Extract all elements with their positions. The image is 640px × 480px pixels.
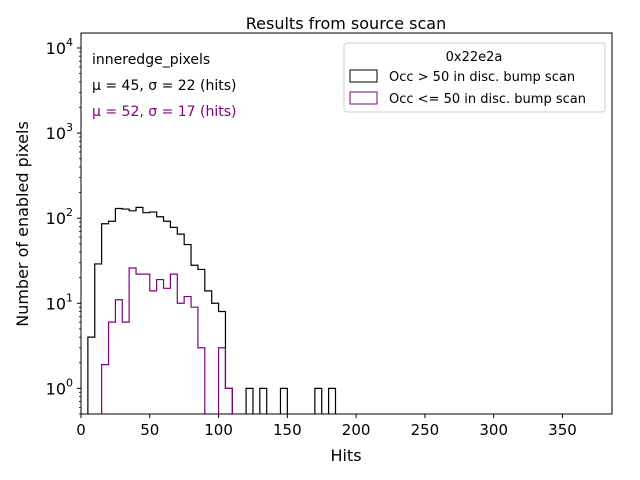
histogram-bin-series-1-bin-2 bbox=[115, 300, 122, 414]
y-tick-label: 101 bbox=[46, 291, 73, 313]
x-tick-label: 350 bbox=[548, 421, 577, 439]
histogram-outline-series-0-run-0 bbox=[87, 206, 233, 414]
histogram-bin-series-1-bin-0 bbox=[102, 365, 109, 414]
histogram-bin-series-0-bin-17 bbox=[205, 291, 212, 414]
histogram-outline-series-1-run-0 bbox=[101, 267, 206, 414]
histogram-bin-series-0-bin-1 bbox=[95, 264, 102, 414]
histogram-bin-series-0-bin-24 bbox=[315, 388, 322, 414]
y-axis-ticks: 100 101 102 103 104 bbox=[46, 36, 81, 415]
x-tick-label: 150 bbox=[273, 421, 302, 439]
x-axis-label: Hits bbox=[330, 446, 361, 465]
x-tick-label: 200 bbox=[342, 421, 371, 439]
y-tick-label: 104 bbox=[46, 36, 73, 58]
histogram-bin-series-1-bin-15 bbox=[219, 348, 226, 414]
histogram-bin-series-1-bin-5 bbox=[136, 274, 143, 414]
histogram-outline-series-0-run-4 bbox=[314, 387, 323, 414]
x-tick-label: 250 bbox=[411, 421, 440, 439]
stats-annotations: inneredge_pixels μ = 45, σ = 22 (hits) μ… bbox=[92, 52, 237, 120]
histogram-outline-series-0-run-5 bbox=[328, 387, 337, 414]
histogram-bin-series-1-bin-4 bbox=[129, 268, 136, 414]
legend-label-high-occ: Occ > 50 in disc. bump scan bbox=[389, 70, 575, 85]
histogram-bin-series-1-bin-13 bbox=[191, 307, 198, 414]
plot-frame bbox=[80, 32, 613, 415]
histogram-bin-series-1-bin-14 bbox=[198, 348, 205, 414]
annotation-dataset: inneredge_pixels bbox=[92, 52, 210, 68]
legend: 0x22e2a Occ > 50 in disc. bump scan Occ … bbox=[343, 42, 606, 113]
legend-label-low-occ: Occ <= 50 in disc. bump scan bbox=[389, 92, 586, 107]
annotation-stats-high-occ: μ = 45, σ = 22 (hits) bbox=[92, 78, 237, 94]
legend-swatch-low-occ bbox=[349, 91, 378, 105]
histogram-series-layer bbox=[87, 206, 337, 414]
histogram-bin-series-1-bin-8 bbox=[157, 280, 164, 414]
histogram-bin-series-1-bin-9 bbox=[164, 288, 171, 414]
legend-swatch-high-occ bbox=[349, 69, 378, 83]
x-tick-label: 300 bbox=[479, 421, 508, 439]
histogram-outline-series-1-run-1 bbox=[217, 347, 233, 414]
histogram-bin-series-0-bin-25 bbox=[329, 388, 336, 414]
histogram-outline-series-0-run-3 bbox=[279, 387, 288, 414]
chart-title: Results from source scan bbox=[246, 14, 446, 33]
histogram-outline-series-0-run-2 bbox=[259, 387, 268, 414]
legend-box bbox=[343, 42, 606, 113]
histogram-bin-series-1-bin-6 bbox=[143, 274, 150, 414]
y-axis-label: Number of enabled pixels bbox=[13, 121, 32, 327]
y-tick-label: 102 bbox=[46, 206, 73, 228]
histogram-bin-series-0-bin-23 bbox=[280, 388, 287, 414]
histogram-bin-series-1-bin-7 bbox=[150, 291, 157, 414]
x-tick-label: 0 bbox=[76, 421, 86, 439]
histogram-bin-series-0-bin-0 bbox=[88, 337, 95, 414]
histogram-outline-series-0-run-1 bbox=[245, 387, 254, 414]
y-tick-label: 100 bbox=[46, 376, 73, 398]
legend-title: 0x22e2a bbox=[446, 50, 503, 65]
histogram-bin-series-0-bin-18 bbox=[212, 303, 219, 414]
y-tick-label: 103 bbox=[46, 121, 73, 143]
histogram-bin-series-1-bin-3 bbox=[122, 322, 129, 414]
annotation-stats-low-occ: μ = 52, σ = 17 (hits) bbox=[92, 104, 237, 120]
histogram-bin-series-1-bin-10 bbox=[170, 274, 177, 414]
histogram-bin-series-1-bin-12 bbox=[184, 297, 191, 414]
histogram-bin-series-1-bin-16 bbox=[225, 388, 232, 414]
histogram-bin-series-0-bin-22 bbox=[260, 388, 267, 414]
x-axis-ticks: 0 50 100 150 200 250 300 350 bbox=[76, 414, 577, 439]
histogram-bin-series-0-bin-21 bbox=[246, 388, 253, 414]
x-tick-label: 100 bbox=[204, 421, 233, 439]
histogram-bin-series-1-bin-1 bbox=[109, 322, 116, 414]
histogram-bin-series-1-bin-11 bbox=[177, 303, 184, 414]
x-tick-label: 50 bbox=[140, 421, 159, 439]
